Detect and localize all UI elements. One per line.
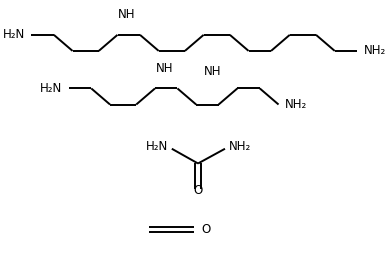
Text: O: O bbox=[193, 184, 203, 197]
Text: NH₂: NH₂ bbox=[285, 98, 307, 111]
Text: NH: NH bbox=[118, 8, 136, 21]
Text: O: O bbox=[201, 223, 210, 236]
Text: H₂N: H₂N bbox=[40, 82, 62, 95]
Text: H₂N: H₂N bbox=[146, 140, 168, 153]
Text: NH₂: NH₂ bbox=[229, 140, 251, 153]
Text: NH₂: NH₂ bbox=[363, 44, 386, 57]
Text: NH: NH bbox=[156, 61, 173, 75]
Text: NH: NH bbox=[204, 65, 222, 78]
Text: H₂N: H₂N bbox=[3, 28, 25, 41]
